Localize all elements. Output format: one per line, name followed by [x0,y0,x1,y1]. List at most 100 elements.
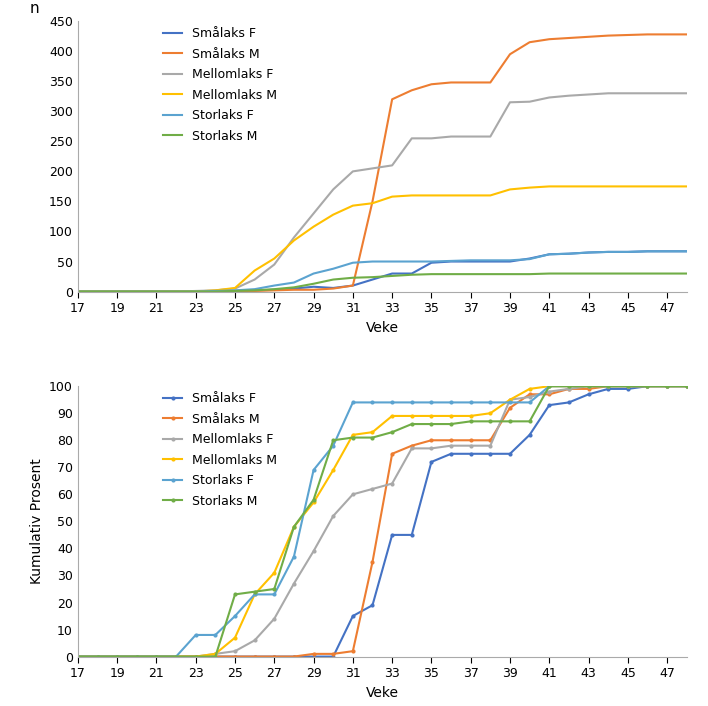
Smålaks F [211,652,219,661]
Storlaks F [113,287,121,296]
Storlaks F [565,249,573,258]
Storlaks M [604,382,612,390]
Storlaks M [506,270,514,278]
Smålaks M [427,80,435,88]
Mellomlaks F [683,89,691,97]
Storlaks F [388,398,396,407]
Mellomlaks F [447,132,455,140]
Mellomlaks M [211,650,219,658]
Storlaks F [290,278,298,287]
Mellomlaks M [74,652,82,661]
Smålaks M [663,30,671,39]
Smålaks F [644,247,652,256]
Mellomlaks F [525,393,534,401]
Smålaks M [447,436,455,445]
Storlaks M [191,287,200,296]
Mellomlaks M [467,412,475,420]
Smålaks F [290,652,298,661]
Smålaks M [211,652,219,661]
Mellomlaks F [270,614,278,623]
Smålaks M [270,286,278,294]
Smålaks M [231,652,239,661]
Mellomlaks F [348,490,357,498]
Smålaks M [584,32,593,41]
Mellomlaks M [506,185,514,193]
Storlaks F [525,255,534,263]
Mellomlaks F [191,287,200,295]
Mellomlaks F [231,647,239,655]
Mellomlaks M [565,382,573,390]
Storlaks M [132,287,141,296]
Storlaks M [113,287,121,296]
Mellomlaks F [467,441,475,450]
Smålaks F [290,285,298,293]
Storlaks M [683,269,691,277]
Smålaks F [447,450,455,458]
Mellomlaks F [309,547,318,556]
Storlaks F [663,247,671,256]
Smålaks M [329,650,338,658]
Smålaks F [132,652,141,661]
Line: Smålaks F: Smålaks F [76,384,689,659]
Smålaks M [663,382,671,390]
Storlaks M [408,420,416,429]
Storlaks M [152,652,161,661]
Mellomlaks F [329,512,338,520]
Mellomlaks F [368,164,377,173]
Mellomlaks M [388,412,396,420]
Mellomlaks F [486,441,495,450]
Mellomlaks M [191,287,200,296]
Storlaks F [211,287,219,295]
Smålaks F [93,287,102,296]
Smålaks M [74,287,82,296]
Mellomlaks F [93,287,102,296]
Smålaks F [113,652,121,661]
Storlaks M [172,287,181,296]
Storlaks M [93,652,102,661]
Mellomlaks M [525,385,534,393]
Storlaks M [467,270,475,278]
Mellomlaks M [427,191,435,200]
Storlaks F [251,285,259,294]
Mellomlaks F [211,650,219,658]
Storlaks F [683,382,691,390]
Storlaks M [348,273,357,282]
Smålaks M [388,450,396,458]
Mellomlaks M [191,652,200,661]
Smålaks M [584,385,593,393]
Storlaks F [172,652,181,661]
Smålaks M [113,287,121,296]
Storlaks M [624,382,632,390]
Mellomlaks M [604,182,612,191]
Mellomlaks M [545,182,554,191]
Storlaks F [329,441,338,450]
Storlaks M [565,269,573,277]
Mellomlaks M [545,382,554,390]
Smålaks F [309,652,318,661]
Smålaks M [93,652,102,661]
Storlaks M [624,269,632,277]
Storlaks M [368,273,377,282]
Mellomlaks M [329,210,338,219]
Storlaks F [584,249,593,257]
Smålaks F [506,257,514,265]
Smålaks M [388,95,396,104]
Mellomlaks F [663,89,671,97]
Smålaks F [191,652,200,661]
Storlaks M [545,382,554,390]
Mellomlaks M [368,428,377,436]
Smålaks F [565,249,573,258]
Smålaks F [329,284,338,292]
Storlaks F [93,287,102,296]
Mellomlaks F [251,275,259,284]
Mellomlaks M [231,284,239,292]
Storlaks F [545,382,554,390]
Storlaks M [251,286,259,294]
Mellomlaks M [486,191,495,200]
Storlaks M [211,652,219,661]
Mellomlaks M [624,182,632,191]
Smålaks M [624,31,632,40]
Storlaks F [506,398,514,407]
Smålaks F [152,287,161,296]
Mellomlaks F [74,652,82,661]
